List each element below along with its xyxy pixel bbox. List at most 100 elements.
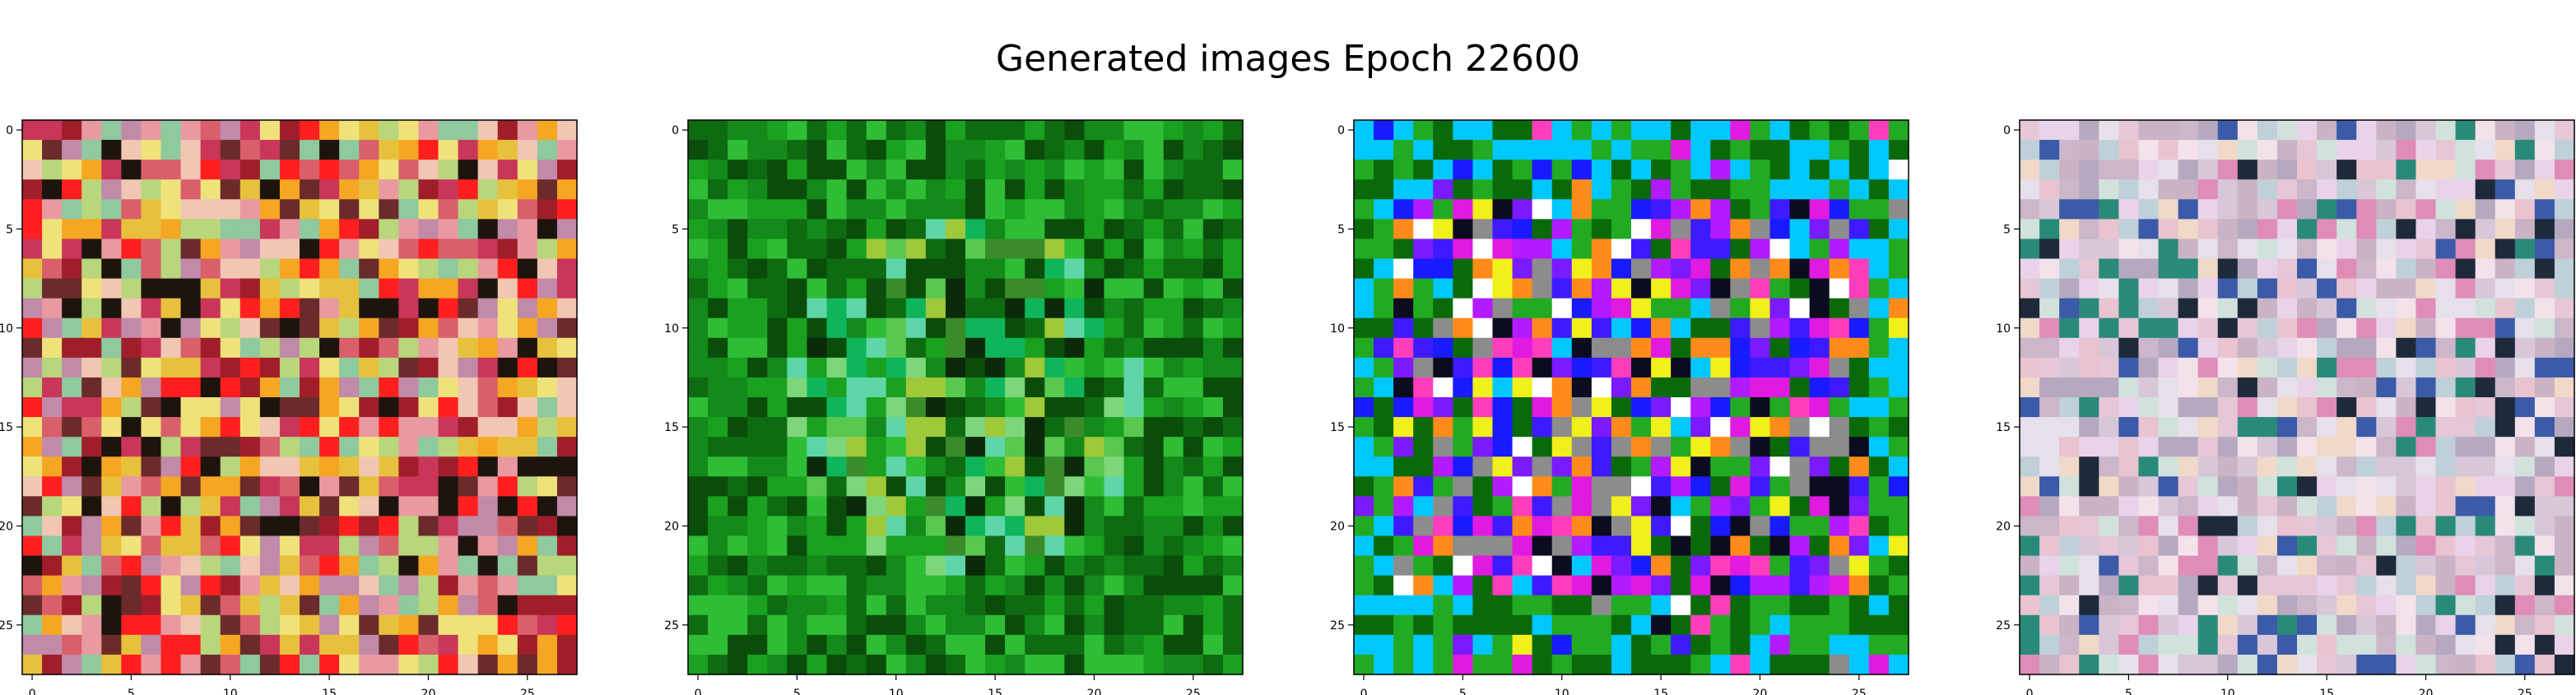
pixel (239, 278, 261, 299)
pixel (2099, 516, 2119, 537)
pixel (1413, 476, 1434, 497)
pixel (866, 595, 887, 616)
pixel (1789, 496, 1811, 517)
pixel (418, 179, 439, 200)
pixel (497, 476, 518, 497)
pixel (1492, 199, 1514, 220)
pixel (925, 417, 946, 438)
pixel (985, 456, 1006, 477)
pixel (22, 496, 43, 517)
pixel (418, 298, 439, 319)
pixel (2079, 614, 2099, 636)
pixel (1512, 317, 1533, 339)
pixel (2435, 377, 2457, 398)
pixel (398, 337, 420, 359)
pixel (1222, 140, 1244, 160)
pixel (1868, 298, 1890, 319)
pixel (1809, 258, 1830, 280)
pixel (1730, 496, 1751, 517)
pixel (438, 634, 459, 656)
pixel (767, 575, 788, 596)
pixel (160, 140, 182, 160)
pixel (1710, 535, 1731, 557)
pixel (458, 555, 479, 577)
pixel (180, 357, 202, 378)
pixel (1374, 397, 1394, 418)
pixel (2178, 160, 2199, 180)
pixel (1025, 298, 1045, 319)
pixel (458, 298, 479, 319)
pixel (1651, 595, 1672, 616)
pixel (866, 160, 887, 180)
pixel (121, 595, 142, 616)
pixel (259, 239, 281, 260)
pixel (2376, 357, 2397, 378)
pixel (259, 535, 281, 557)
pixel (458, 179, 479, 200)
pixel (846, 239, 867, 260)
pixel (905, 278, 927, 299)
pixel (2396, 555, 2417, 577)
pixel (239, 397, 261, 418)
pixel (2337, 595, 2357, 616)
pixel (1005, 496, 1025, 517)
pixel (2554, 179, 2575, 200)
pixel (398, 357, 420, 378)
pixel (1512, 496, 1533, 517)
pixel (300, 298, 320, 319)
pixel (1710, 595, 1731, 616)
pixel (1769, 476, 1791, 497)
pixel (945, 239, 966, 260)
pixel (1848, 634, 1870, 656)
pixel (2138, 456, 2160, 477)
pixel (2435, 476, 2457, 497)
pixel (1730, 357, 1751, 378)
pixel (2197, 417, 2219, 438)
pixel (200, 219, 221, 240)
pixel (141, 437, 162, 457)
pixel (101, 634, 122, 656)
pixel (239, 219, 261, 240)
pixel (1690, 496, 1711, 517)
pixel (2217, 516, 2239, 537)
pixel (300, 179, 320, 200)
pixel (300, 120, 320, 141)
pixel (1202, 634, 1224, 656)
pixel (1354, 397, 1374, 418)
pixel (62, 278, 82, 299)
pixel (81, 239, 102, 260)
pixel (160, 634, 182, 656)
pixel (319, 120, 340, 141)
pixel (1084, 634, 1105, 656)
pixel (2534, 239, 2555, 260)
pixel (2435, 120, 2457, 141)
pixel (2356, 258, 2377, 280)
y-tick-label: 0 (672, 124, 679, 137)
pixel (1044, 634, 1065, 656)
pixel (458, 456, 479, 477)
pixel (1789, 555, 1811, 577)
pixel (1393, 634, 1414, 656)
pixel (1750, 555, 1771, 577)
pixel (141, 516, 162, 537)
pixel (2396, 120, 2417, 141)
pixel (458, 377, 479, 398)
pixel (2495, 179, 2516, 200)
pixel (905, 476, 927, 497)
pixel (1848, 298, 1870, 319)
pixel (1789, 199, 1811, 220)
pixel (886, 535, 907, 557)
pixel (1025, 555, 1045, 577)
pixel (1104, 614, 1125, 636)
pixel (81, 595, 102, 616)
pixel (1064, 278, 1086, 299)
pixel (1551, 456, 1573, 477)
pixel (807, 199, 828, 220)
pixel (747, 476, 768, 497)
pixel (359, 258, 379, 280)
pixel (1163, 397, 1184, 418)
pixel (1671, 555, 1691, 577)
pixel (886, 456, 907, 477)
pixel (2138, 377, 2160, 398)
pixel (517, 357, 538, 378)
